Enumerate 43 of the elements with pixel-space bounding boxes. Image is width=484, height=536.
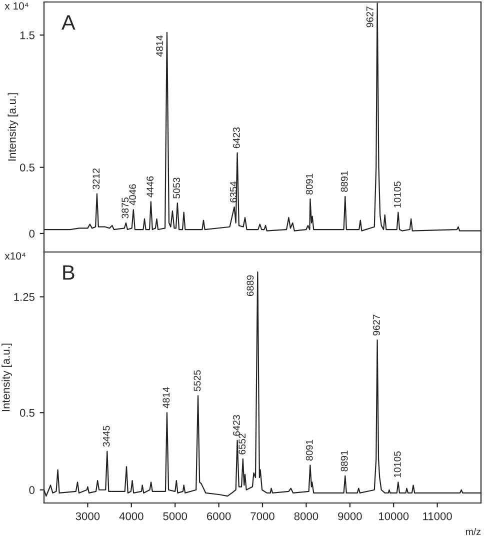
annotation: B xyxy=(63,265,74,280)
annotation: 4046 xyxy=(129,184,136,206)
annotation: 9627 xyxy=(366,6,374,28)
x-tick-label: 11000 xyxy=(423,512,452,520)
annotation: 8091 xyxy=(306,174,313,194)
y-tick-label: 1.25 xyxy=(14,293,35,301)
annotation: 6423 xyxy=(233,415,240,436)
x-tick-label: 10000 xyxy=(379,512,409,520)
x-axis-title: m/z xyxy=(466,528,481,536)
annotation: 5525 xyxy=(194,370,201,392)
annotation: 6423 xyxy=(233,127,240,148)
annotation: 6552 xyxy=(238,434,246,454)
y-tick-label: 1.5 xyxy=(20,31,35,40)
y-axis-title: Intensity [a.u.] xyxy=(2,344,12,412)
x-tick-label: 4000 xyxy=(119,512,144,520)
x-tick-label: 7000 xyxy=(250,512,274,520)
x-tick-label: 6000 xyxy=(207,512,231,520)
annotation: 10105 xyxy=(394,451,401,478)
annotation: 4446 xyxy=(146,176,154,198)
x-tick-label: 3000 xyxy=(76,512,100,520)
annotation: 3445 xyxy=(102,426,110,447)
y-tick-label: 0 xyxy=(29,486,35,494)
annotation: 10105 xyxy=(394,182,401,208)
x-tick-label: 5000 xyxy=(163,512,188,520)
x-tick-label: 9000 xyxy=(338,512,362,520)
annotation: 4814 xyxy=(162,387,170,408)
y-axis-title: Intensity [a.u.] xyxy=(8,93,18,161)
annotation: 9627 xyxy=(373,314,380,336)
y-tick-label: 0 xyxy=(29,230,35,238)
annotation: 3875 xyxy=(122,198,129,218)
annotation: 8091 xyxy=(306,440,313,461)
text: x10⁴ xyxy=(4,252,26,260)
y-tick-label: 0.5 xyxy=(20,408,35,417)
annotation: 8891 xyxy=(340,171,348,192)
annotation: 6889 xyxy=(246,275,254,296)
x-tick-label: 8000 xyxy=(294,512,318,520)
annotation: 8891 xyxy=(340,450,348,472)
y-tick-label: 0.5 xyxy=(20,164,35,172)
annotation: 5053 xyxy=(173,178,180,199)
annotation: 4814 xyxy=(156,35,163,57)
annotation: A xyxy=(62,15,76,30)
annotation: 3212 xyxy=(92,168,100,190)
text: x 10⁴ xyxy=(4,2,28,10)
